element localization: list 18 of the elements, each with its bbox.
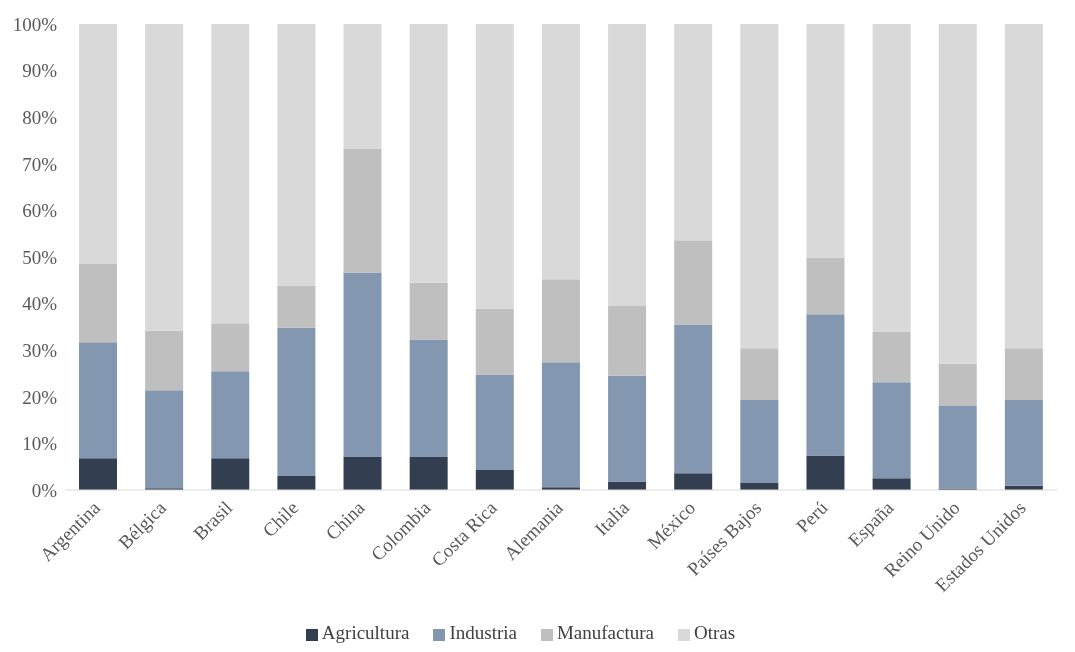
y-tick-label: 80% bbox=[22, 106, 58, 128]
x-tick-label: Perú bbox=[791, 496, 832, 537]
y-tick-label: 10% bbox=[22, 433, 58, 455]
y-tick-label: 0% bbox=[31, 479, 58, 501]
y-tick-label: 70% bbox=[22, 153, 58, 175]
legend-label: Manufactura bbox=[556, 622, 655, 643]
legend-label: Agricultura bbox=[321, 622, 410, 643]
y-tick-label: 100% bbox=[12, 13, 58, 35]
y-tick-label: 30% bbox=[22, 339, 58, 361]
y-tick-label: 90% bbox=[22, 60, 58, 82]
x-tick-label: Italia bbox=[590, 496, 634, 540]
y-tick-label: 60% bbox=[22, 200, 58, 222]
y-tick-label: 40% bbox=[22, 293, 58, 315]
legend-label: Otras bbox=[694, 622, 736, 643]
y-tick-label: 20% bbox=[22, 386, 58, 408]
y-tick-label: 50% bbox=[22, 246, 58, 268]
legend-label: Industria bbox=[449, 622, 517, 643]
x-tick-label: Chile bbox=[258, 497, 303, 542]
